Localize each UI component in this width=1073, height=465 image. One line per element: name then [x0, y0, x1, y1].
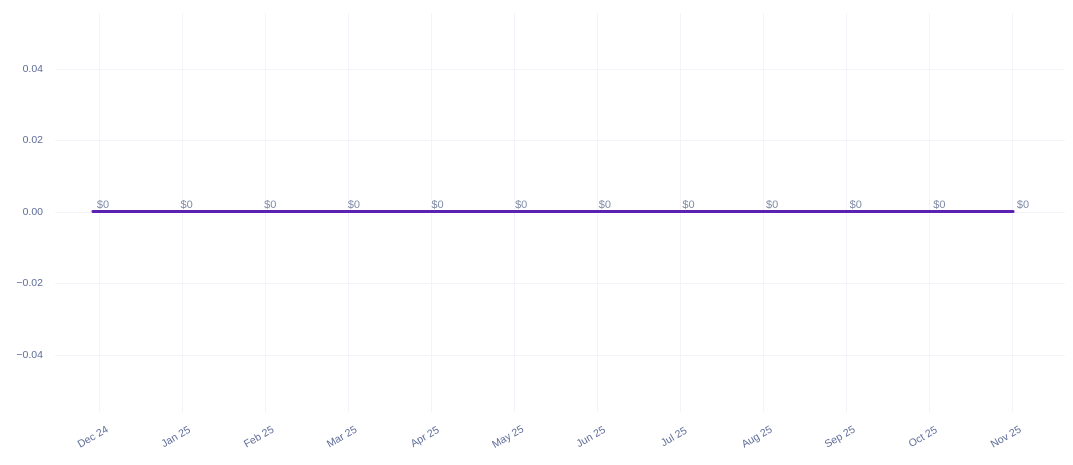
point-label: $0 — [598, 198, 611, 211]
h-gridline — [55, 68, 1065, 70]
point-label: $0 — [1016, 198, 1030, 211]
h-gridline — [55, 354, 1065, 356]
point-label: $0 — [96, 198, 110, 211]
point-label: $0 — [515, 198, 528, 211]
point-label: $0 — [849, 198, 862, 211]
y-tick-label: −0.02 — [16, 277, 43, 289]
point-label: $0 — [431, 198, 444, 211]
point-label: $0 — [347, 198, 361, 211]
h-gridline — [55, 140, 1065, 141]
point-label: $0 — [264, 198, 277, 211]
point-label: $0 — [933, 198, 946, 211]
point-label: $0 — [682, 198, 695, 211]
point-label: $0 — [765, 198, 779, 211]
y-tick-label: 0.04 — [22, 62, 43, 75]
h-gridline — [55, 283, 1065, 284]
y-tick-label: 0.00 — [22, 205, 43, 218]
y-tick-label: −0.04 — [16, 348, 43, 361]
y-tick-label: 0.02 — [22, 134, 43, 146]
point-label: $0 — [180, 198, 193, 211]
